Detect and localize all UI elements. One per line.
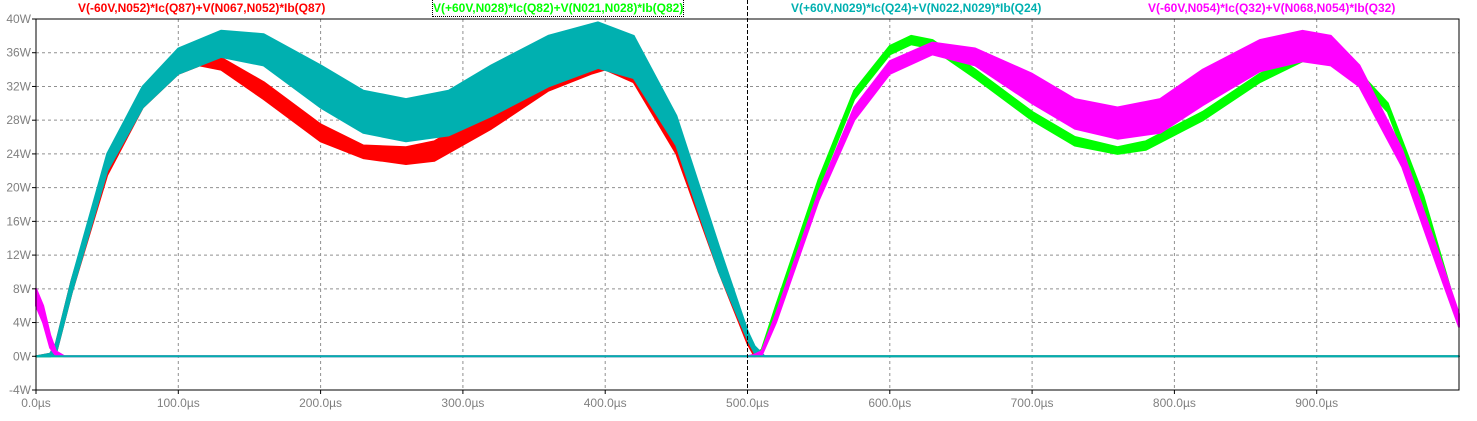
y-tick-label: 8W (13, 282, 32, 296)
legend-trace-q32[interactable]: V(-60V,N054)*Ic(Q32)+V(N068,N054)*Ib(Q32… (1148, 1, 1396, 15)
x-axis-ticks: 0.0µs 100.0µs 200.0µs 300.0µs 400.0µs 500.0µs… (21, 390, 1338, 410)
y-tick-label: 24W (6, 147, 31, 161)
x-tick-label: 200.0µs (299, 396, 342, 410)
y-tick-label: -4W (9, 383, 32, 397)
x-tick-label: 300.0µs (441, 396, 484, 410)
y-tick-label: 4W (13, 316, 32, 330)
x-tick-label: 900.0µs (1295, 396, 1338, 410)
y-tick-label: 16W (6, 214, 31, 228)
y-tick-label: 20W (6, 181, 31, 195)
x-tick-label: 100.0µs (157, 396, 200, 410)
x-tick-label: 0.0µs (21, 396, 51, 410)
x-tick-label: 600.0µs (868, 396, 911, 410)
legend-trace-q87[interactable]: V(-60V,N052)*Ic(Q87)+V(N067,N052)*Ib(Q87… (78, 1, 326, 15)
y-tick-label: 32W (6, 79, 31, 93)
y-tick-label: 12W (6, 248, 31, 262)
y-tick-label: 0W (13, 349, 32, 363)
x-tick-label: 800.0µs (1153, 396, 1196, 410)
legend-trace-q24[interactable]: V(+60V,N029)*Ic(Q24)+V(N022,N029)*Ib(Q24… (791, 1, 1042, 15)
y-tick-label: 40W (6, 12, 31, 26)
y-axis-ticks: 40W 36W 32W 28W 24W 20W 16W 12W 8W 4W 0W -4W (6, 12, 36, 397)
y-tick-label: 28W (6, 113, 31, 127)
x-tick-label: 500.0µs (726, 396, 769, 410)
y-tick-label: 36W (6, 46, 31, 60)
x-tick-label: 400.0µs (584, 396, 627, 410)
x-tick-label: 700.0µs (1011, 396, 1054, 410)
legend-trace-q82[interactable]: V(+60V,N028)*Ic(Q82)+V(N021,N028)*Ib(Q82… (431, 0, 685, 17)
